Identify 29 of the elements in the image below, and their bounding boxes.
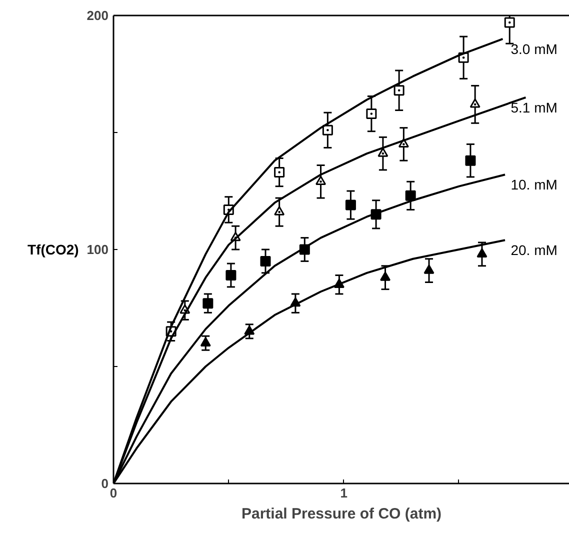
point [378, 148, 388, 157]
point [316, 176, 326, 185]
y-axis-title: Tf(CO2) [27, 242, 79, 258]
point [405, 190, 416, 201]
annotation: 3.0 mM [510, 40, 558, 57]
point [274, 167, 285, 178]
point [322, 124, 333, 136]
point [260, 256, 271, 266]
annotation: 10. mM [510, 176, 558, 193]
point [202, 298, 214, 309]
point [476, 248, 488, 258]
annotation: 5.1 mM [510, 99, 558, 116]
point [274, 206, 285, 216]
y-tick-label: 200 [86, 8, 109, 23]
point [380, 272, 391, 281]
point [345, 200, 356, 210]
x-axis-title: Partial Pressure of CO (atm) [241, 506, 442, 522]
annotation: 20. mM [510, 242, 558, 258]
point [465, 155, 476, 166]
point [394, 85, 404, 96]
point [470, 98, 480, 108]
point [200, 337, 211, 346]
x-tick-label: 1 [340, 486, 348, 500]
point [226, 270, 236, 280]
y-tick-label: 0 [101, 476, 109, 491]
point [366, 108, 377, 120]
point [504, 17, 515, 28]
point [424, 264, 434, 274]
y-tick-label: 100 [86, 242, 109, 257]
